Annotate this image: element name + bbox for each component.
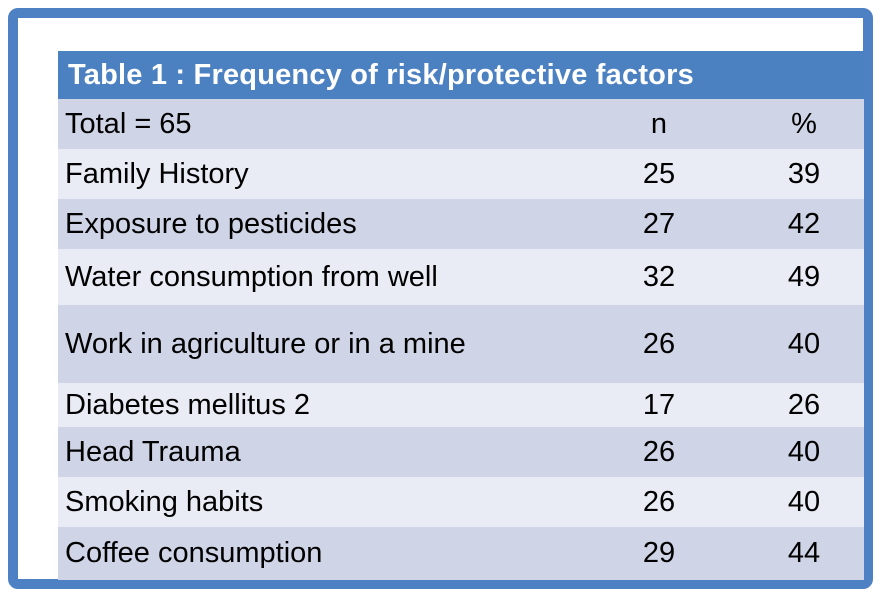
row-percent-value: 49: [787, 260, 821, 293]
row-n-value: 27: [642, 207, 676, 240]
row-percent-value: 40: [787, 435, 821, 468]
row-n-value: 32: [642, 260, 676, 293]
row-factor-label: Head Trauma: [65, 435, 241, 468]
row-n-value: 26: [642, 327, 676, 360]
header-percent-label: %: [791, 107, 817, 140]
row-factor-label: Water consumption from well: [65, 260, 438, 293]
row-n-value: 26: [642, 435, 676, 468]
row-percent-value: 40: [787, 485, 821, 518]
header-n-label: n: [650, 107, 668, 140]
table-row: Work in agriculture or in a mine 26 40: [58, 305, 864, 383]
row-percent-value: 44: [787, 537, 821, 569]
table-title: Table 1 : Frequency of risk/protective f…: [58, 51, 864, 99]
table-header-row: Total = 65 n %: [58, 99, 864, 149]
header-total-label: Total = 65: [65, 107, 192, 140]
table-row: Family History 25 39: [58, 149, 864, 199]
table-row: Water consumption from well 32 49: [58, 249, 864, 305]
outer-frame: Table 1 : Frequency of risk/protective f…: [8, 8, 873, 589]
row-n-value: 29: [642, 537, 676, 569]
table-row: Coffee consumption 29 44: [58, 527, 864, 580]
row-percent-value: 40: [787, 327, 821, 360]
row-n-value: 26: [642, 485, 676, 518]
row-n-value: 17: [642, 388, 676, 421]
table-body: Family History 25 39 Exposure to pestici…: [58, 149, 864, 580]
row-factor-label: Smoking habits: [65, 485, 264, 518]
row-factor-label: Coffee consumption: [65, 537, 323, 569]
row-n-value: 25: [642, 157, 676, 190]
table-row: Exposure to pesticides 27 42: [58, 199, 864, 249]
row-percent-value: 42: [787, 207, 821, 240]
table-row: Diabetes mellitus 2 17 26: [58, 383, 864, 427]
row-percent-value: 39: [787, 157, 821, 190]
risk-factors-table: Table 1 : Frequency of risk/protective f…: [58, 51, 864, 580]
row-factor-label: Diabetes mellitus 2: [65, 388, 310, 421]
row-percent-value: 26: [787, 388, 821, 421]
row-factor-label: Family History: [65, 157, 249, 190]
table-row: Head Trauma 26 40: [58, 427, 864, 477]
row-factor-label: Work in agriculture or in a mine: [65, 327, 466, 360]
row-factor-label: Exposure to pesticides: [65, 207, 357, 240]
table-row: Smoking habits 26 40: [58, 477, 864, 527]
